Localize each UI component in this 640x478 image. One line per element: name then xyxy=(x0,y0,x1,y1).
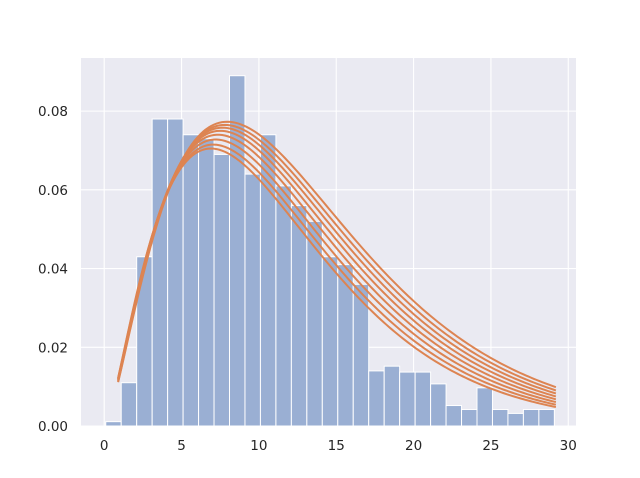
histogram-bar xyxy=(290,205,308,427)
x-axis-ticks: 0 5 10 15 20 25 30 xyxy=(100,438,577,454)
histogram-bars xyxy=(105,75,555,427)
fit-curve-0 xyxy=(117,147,557,409)
histogram-bar xyxy=(182,134,200,427)
x-tick-label: 30 xyxy=(560,438,577,454)
y-tick-label: 0.06 xyxy=(38,183,68,199)
x-tick-label: 25 xyxy=(482,438,499,454)
y-tick-label: 0.08 xyxy=(38,104,68,120)
histogram-bar xyxy=(151,118,169,427)
histogram-bar xyxy=(198,138,215,427)
histogram-bar xyxy=(321,256,339,427)
histogram-bar xyxy=(105,421,122,427)
histogram-bar xyxy=(368,370,385,427)
y-tick-label: 0.04 xyxy=(38,262,68,278)
histogram-bar xyxy=(476,387,493,427)
fit-curve-2 xyxy=(117,138,557,404)
y-tick-label: 0.02 xyxy=(38,340,68,356)
histogram-bar xyxy=(414,371,432,427)
histogram-bar xyxy=(244,173,261,427)
x-tick-label: 5 xyxy=(177,438,186,454)
fit-curve-3 xyxy=(117,133,557,401)
y-tick-label: 0.00 xyxy=(38,419,68,435)
histogram-bar xyxy=(491,408,509,427)
fitted-curves xyxy=(117,120,557,409)
histogram-bar xyxy=(275,185,292,427)
histogram-bar xyxy=(538,408,555,427)
histogram-bar xyxy=(383,365,401,427)
histogram-bar xyxy=(259,134,277,427)
x-tick-label: 0 xyxy=(100,438,109,454)
histogram-bar xyxy=(461,408,478,427)
histogram-bar xyxy=(306,220,323,427)
histogram-bar xyxy=(522,408,540,427)
histogram-bar xyxy=(507,412,524,427)
x-tick-label: 20 xyxy=(405,438,422,454)
fit-curve-1 xyxy=(117,143,557,406)
histogram-bar xyxy=(213,153,230,427)
y-axis-ticks: 0.00 0.02 0.04 0.06 0.08 xyxy=(38,104,68,435)
histogram-bar xyxy=(120,382,138,427)
x-tick-label: 10 xyxy=(250,438,267,454)
histogram-bar xyxy=(399,371,416,427)
histogram-bar xyxy=(445,405,463,427)
histogram-bar xyxy=(430,383,447,427)
fit-curve-7 xyxy=(117,120,557,389)
x-tick-label: 15 xyxy=(328,438,345,454)
